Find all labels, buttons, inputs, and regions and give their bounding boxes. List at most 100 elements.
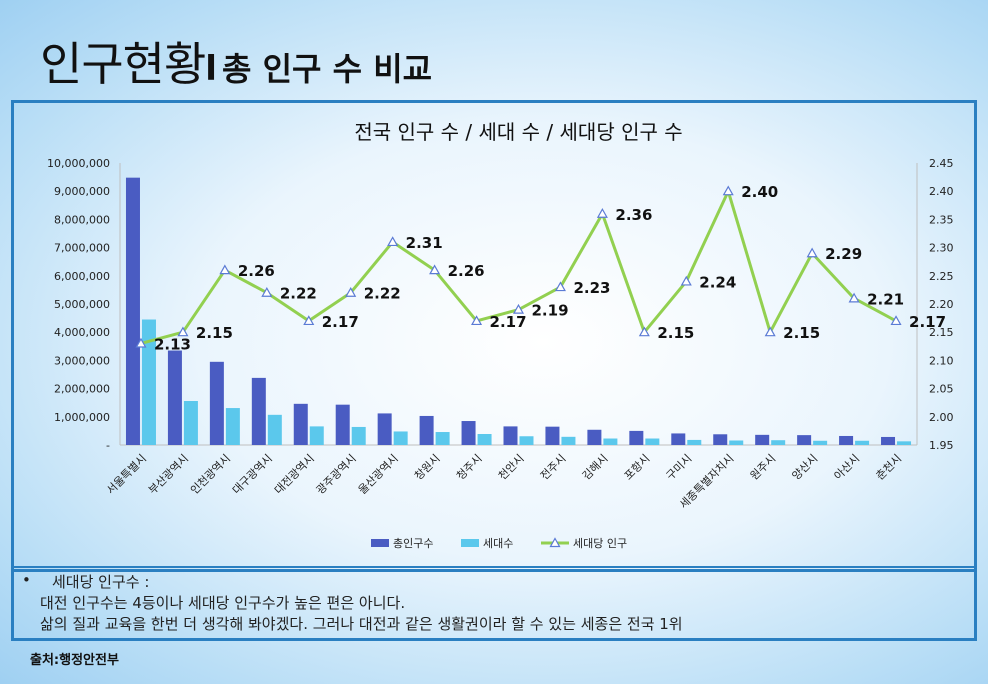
y-right-tick-label: 2.10 [929,354,954,367]
data-label-per-household: 2.22 [280,285,317,303]
legend-label-households: 세대수 [483,537,513,550]
x-category-label: 김해시 [579,451,610,482]
bar-total-population [335,404,350,445]
bar-households [141,319,156,445]
y-right-tick-label: 2.20 [929,298,954,311]
x-category-label: 구미시 [664,452,695,483]
point-per-household [764,326,776,337]
y-left-tick-label: 10,000,000 [47,157,110,170]
chart-title: 전국 인구 수 / 세대 수 / 세대당 인구 수 [354,120,682,144]
point-per-household [722,185,734,196]
data-label-per-household: 2.13 [154,335,191,353]
x-category-label: 양산시 [790,452,821,483]
point-per-household [177,326,189,337]
point-per-household [848,292,860,303]
point-per-household [554,281,566,292]
x-category-label: 춘천시 [873,451,904,482]
bar-total-population [755,434,770,445]
bar-total-population [503,426,518,445]
y-right-tick-label: 2.00 [929,411,954,424]
y-right-tick-label: 2.45 [929,157,954,170]
bar-total-population [713,434,728,445]
bar-households [645,438,660,445]
bar-households [813,440,828,445]
data-label-per-household: 2.31 [406,234,443,252]
data-label-per-household: 2.15 [783,324,820,342]
note-line-1: 대전 인구수는 4등이나 세대당 인구수가 높은 편은 아니다. [40,594,406,612]
data-label-per-household: 2.22 [364,285,401,303]
bar-total-population [881,436,896,445]
bar-households [351,426,366,445]
data-label-per-household: 2.21 [867,290,904,308]
data-label-per-household: 2.15 [196,324,233,342]
x-category-label: 서울특별시 [104,452,149,497]
note-box: • 세대당 인구수 : 대전 인구수는 4등이나 세대당 인구수가 높은 편은 … [11,566,977,641]
bar-total-population [125,177,140,445]
data-label-per-household: 2.36 [615,206,652,224]
note-bullet: • [22,571,31,589]
note-heading: 세대당 인구수 : [52,573,150,591]
bar-total-population [629,430,644,445]
data-label-per-household: 2.29 [825,245,862,263]
data-label-per-household: 2.24 [699,273,736,291]
data-label-per-household: 2.17 [490,313,527,331]
bar-households [225,408,240,445]
point-per-household [512,303,525,314]
data-label-per-household: 2.26 [238,262,275,280]
legend-label-per-household: 세대당 인구 [573,537,627,550]
point-per-household [303,315,315,326]
point-per-household [429,264,441,275]
bar-total-population [797,435,812,445]
bar-households [435,432,450,445]
bar-households [519,436,534,445]
data-label-per-household: 2.17 [322,313,359,331]
point-per-household [219,264,231,275]
y-left-tick-label: 9,000,000 [54,185,110,198]
data-label-per-household: 2.23 [573,279,610,297]
bar-households [771,440,786,445]
x-category-label: 인천광역시 [187,451,233,497]
x-category-label: 원주시 [748,452,779,483]
point-per-household [135,337,147,348]
bar-households [183,401,198,445]
bar-households [687,439,702,445]
x-category-label: 부산광역시 [146,452,191,497]
x-category-label: 전주시 [538,452,569,483]
y-left-tick-label: 6,000,000 [54,270,110,283]
data-label-per-household: 2.15 [657,324,694,342]
point-per-household [261,286,273,297]
bar-total-population [167,350,182,445]
legend-swatch-households [461,539,479,547]
bar-households [561,436,576,445]
point-per-household [387,236,399,247]
point-per-household [596,208,608,218]
y-left-tick-label: 8,000,000 [54,213,110,226]
bar-households [855,440,870,445]
bar-total-population [545,426,560,445]
bar-households [309,426,324,445]
x-category-label: 포항시 [622,452,653,483]
y-left-tick-label: - [106,439,110,452]
bar-total-population [209,361,224,445]
chart-frame: 전국 인구 수 / 세대 수 / 세대당 인구 수 - 1,000,000 2,000… [11,100,977,572]
bar-total-population [671,433,686,445]
data-label-per-household: 2.17 [909,313,946,331]
bar-households [267,414,282,445]
x-category-label: 대전광역시 [272,452,317,497]
point-per-household [345,286,357,297]
bar-total-population [461,421,476,445]
population-chart: 전국 인구 수 / 세대 수 / 세대당 인구 수 - 1,000,000 2,000… [47,120,954,550]
x-category-label: 아산시 [832,452,863,483]
y-right-tick-label: 1.95 [929,439,954,452]
y-right-tick-label: 2.35 [929,213,954,226]
point-per-household [890,315,902,326]
data-label-per-household: 2.26 [448,262,485,280]
point-per-household [680,275,692,286]
x-category-label: 청주시 [454,452,485,483]
bar-households [393,431,408,445]
page-subtitle: 총 인구 수 비교 [222,50,433,88]
y-left-tick-label: 3,000,000 [54,354,110,367]
bar-total-population [293,403,308,445]
x-category-label: 창원시 [412,452,443,483]
page-title-main: 인구현황 [40,37,206,91]
